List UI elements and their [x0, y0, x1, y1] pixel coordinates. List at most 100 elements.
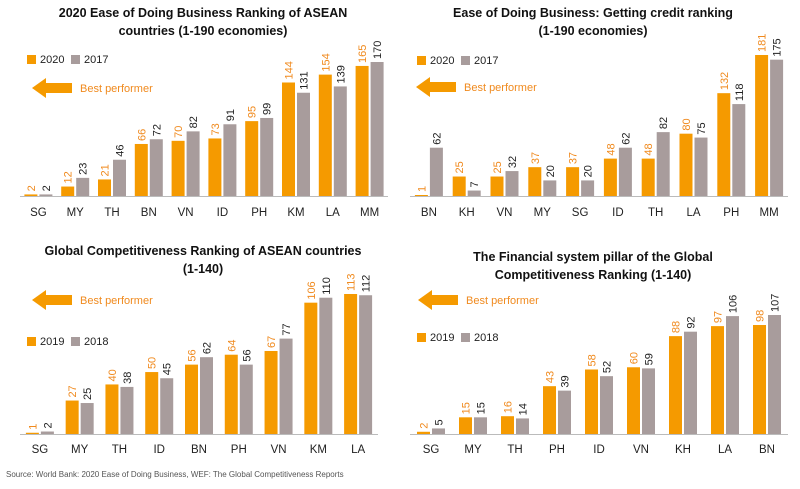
bar-2017-MM — [370, 62, 384, 196]
data-label-2017-VN: 82 — [188, 116, 200, 128]
legend-label-2017: 2017 — [474, 55, 498, 67]
data-label-2017-MY: 20 — [545, 165, 557, 177]
chart-title-line: Global Competitiveness Ranking of ASEAN … — [45, 244, 362, 258]
legend-label-2020: 2020 — [40, 54, 64, 66]
data-label-2020-MM: 165 — [357, 45, 369, 63]
category-label-MM: MM — [360, 207, 379, 219]
bar-2017-ID — [618, 147, 632, 196]
bar-2019-TH — [501, 416, 514, 434]
data-label-2018-SG: 5 — [434, 419, 446, 425]
bar-2020-BN — [414, 195, 428, 196]
data-label-2018-PH: 56 — [241, 349, 253, 361]
data-label-2017-TH: 46 — [115, 144, 127, 156]
legend-label-2017: 2017 — [84, 54, 108, 66]
chart-title-line: (1-140) — [183, 262, 223, 276]
bar-2017-TH — [656, 132, 670, 196]
bar-2020-ID — [603, 158, 617, 196]
category-label-VN: VN — [633, 444, 649, 456]
bar-2019-PH — [224, 354, 238, 434]
bar-2018-MY — [474, 417, 487, 434]
data-label-2020-MY: 37 — [530, 152, 542, 164]
bar-2018-ID — [160, 378, 174, 434]
bar-2020-TH — [641, 158, 655, 196]
bar-2020-MM — [355, 65, 369, 196]
bar-2019-BN — [185, 364, 198, 434]
category-label-MY: MY — [534, 207, 552, 219]
bar-2017-BN — [149, 139, 163, 196]
bar-2020-TH — [98, 179, 111, 196]
bar-2018-VN — [279, 338, 293, 434]
category-label-VN: VN — [178, 207, 194, 219]
bar-2017-TH — [113, 159, 126, 196]
data-label-2018-KM: 110 — [321, 277, 333, 295]
category-label-LA: LA — [351, 444, 365, 456]
best-performer-arrow-icon — [32, 78, 72, 98]
bar-2017-LA — [694, 137, 708, 196]
data-label-2020-TH: 21 — [100, 164, 112, 176]
data-label-2019-TH: 16 — [503, 401, 515, 413]
data-label-2020-BN: 66 — [136, 129, 148, 141]
bar-2018-KH — [684, 331, 697, 434]
bar-2017-MM — [770, 59, 784, 196]
category-label-SG: SG — [32, 444, 49, 456]
data-label-2018-TH: 14 — [518, 403, 530, 415]
bar-2018-LA — [726, 316, 739, 434]
category-label-PH: PH — [251, 207, 267, 219]
chart-title-line: 2020 Ease of Doing Business Ranking of A… — [59, 6, 348, 20]
legend-swatch-2020 — [417, 56, 426, 65]
category-label-ID: ID — [153, 444, 165, 456]
data-label-2019-VN: 60 — [629, 352, 641, 364]
best-performer-label: Best performer — [80, 83, 153, 95]
data-label-2017-KM: 131 — [299, 71, 311, 89]
legend-swatch-2017 — [461, 56, 470, 65]
category-label-LA: LA — [718, 444, 732, 456]
category-label-PH: PH — [549, 444, 565, 456]
data-label-2019-LA: 113 — [346, 273, 358, 291]
bar-2017-MY — [76, 177, 90, 196]
chart-title-line: Competitiveness Ranking (1-140) — [495, 268, 692, 282]
data-label-2019-PH: 64 — [226, 339, 238, 351]
bar-2020-VN — [490, 176, 504, 196]
bar-2017-LA — [333, 86, 347, 196]
bar-2019-LA — [344, 294, 358, 434]
data-label-2020-SG: 2 — [26, 185, 38, 191]
category-label-ID: ID — [217, 207, 229, 219]
legend-swatch-2020 — [27, 55, 36, 64]
bar-2018-VN — [642, 368, 655, 434]
chart-title-line: countries (1-190 economies) — [119, 24, 288, 38]
category-label-KH: KH — [459, 207, 475, 219]
legend-label-2019: 2019 — [40, 336, 64, 348]
bar-2019-TH — [105, 384, 119, 434]
data-label-2019-BN: 98 — [755, 310, 767, 322]
data-label-2017-KH: 7 — [469, 181, 481, 187]
data-label-2019-VN: 67 — [266, 336, 278, 348]
data-label-2019-TH: 40 — [107, 369, 119, 381]
data-label-2017-VN: 32 — [507, 156, 519, 168]
data-label-2019-BN: 56 — [187, 349, 199, 361]
category-label-TH: TH — [507, 444, 522, 456]
bar-2019-SG — [417, 431, 430, 434]
bar-2020-SG — [566, 167, 580, 196]
bar-2020-PH — [245, 121, 259, 196]
data-label-2018-LA: 112 — [361, 275, 373, 293]
bar-2019-SG — [25, 432, 39, 434]
bar-2019-KH — [669, 336, 682, 434]
bar-2019-VN — [264, 350, 278, 434]
bar-2020-MY — [528, 167, 542, 196]
bar-2018-ID — [600, 376, 613, 434]
bar-2020-LA — [318, 74, 332, 196]
data-label-2020-BN: 1 — [416, 186, 428, 192]
bar-2017-PH — [260, 117, 274, 196]
data-label-2019-ID: 58 — [587, 354, 599, 366]
bar-2020-KM — [282, 82, 295, 196]
data-label-2020-MY: 12 — [63, 171, 75, 183]
data-label-2017-PH: 99 — [262, 103, 274, 115]
bar-2019-PH — [543, 386, 556, 434]
bar-2017-SG — [581, 180, 595, 196]
data-label-2020-PH: 95 — [247, 106, 259, 118]
category-label-VN: VN — [497, 207, 513, 219]
best-performer-label: Best performer — [80, 295, 153, 307]
chart-title-line: (1-190 economies) — [538, 24, 647, 38]
category-label-PH: PH — [231, 444, 247, 456]
data-label-2018-PH: 39 — [560, 375, 572, 387]
